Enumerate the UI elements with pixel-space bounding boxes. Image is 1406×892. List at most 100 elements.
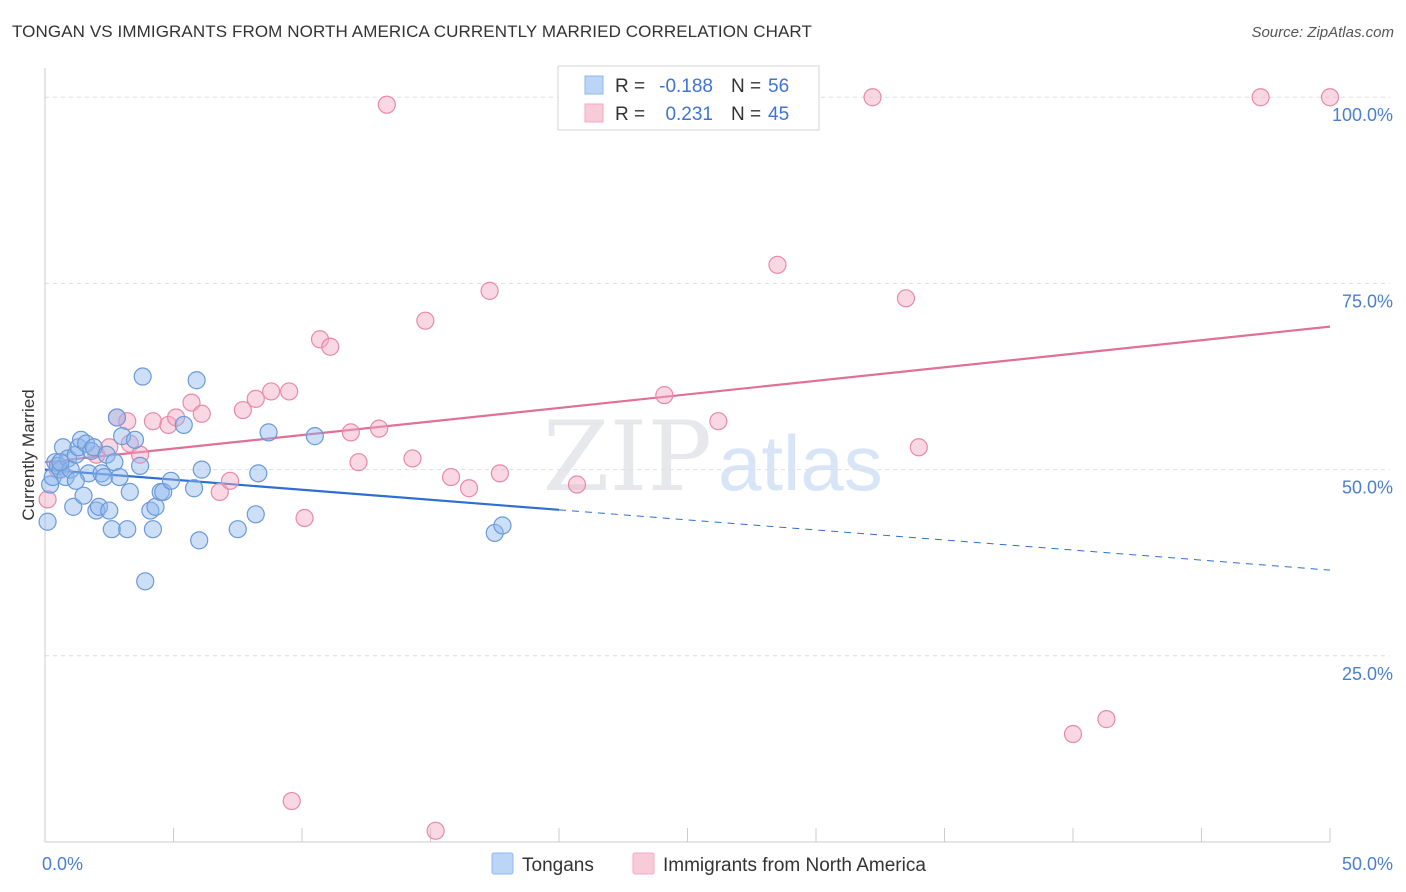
- data-point-tongans: [187, 371, 206, 390]
- data-point-immigrants: [210, 482, 229, 502]
- data-point-tongans: [259, 423, 278, 442]
- data-point-tongans: [184, 479, 204, 498]
- data-point-immigrants: [863, 88, 882, 107]
- data-point-tongans: [64, 497, 83, 516]
- data-point-immigrants: [1251, 88, 1270, 107]
- data-point-tongans: [133, 367, 152, 386]
- data-point-tongans: [100, 501, 119, 520]
- legend-r-label: R =: [615, 76, 645, 97]
- trend-line-immigrants: [44, 325, 1331, 464]
- watermark-zip: ZIP: [543, 401, 712, 513]
- legend-n-value: 56: [768, 76, 789, 97]
- data-point-immigrants: [709, 412, 728, 431]
- axes: [44, 68, 1331, 843]
- series-legend-label: Tongans: [522, 855, 594, 876]
- data-point-immigrants: [38, 490, 57, 509]
- data-point-immigrants: [159, 415, 178, 435]
- data-point-tongans: [38, 512, 57, 531]
- series-legend-label: Immigrants from North America: [663, 855, 926, 876]
- data-point-immigrants: [426, 821, 445, 840]
- series-legend-swatch: [632, 852, 655, 875]
- data-point-immigrants: [490, 464, 509, 483]
- data-point-immigrants: [321, 337, 340, 356]
- data-point-immigrants: [909, 438, 928, 457]
- y-tick-label: 100.0%: [1332, 105, 1393, 125]
- data-point-immigrants: [349, 453, 368, 472]
- data-point-immigrants: [166, 408, 186, 427]
- data-point-immigrants: [370, 419, 389, 438]
- x-tick-labels: 0.0% 50.0%: [42, 854, 1393, 874]
- trend-line-tongans-extrapolated: [558, 509, 1331, 571]
- grid-lines: [45, 96, 1390, 657]
- data-point-immigrants: [403, 449, 422, 468]
- legend-n-label: N =: [731, 104, 761, 125]
- data-point-immigrants: [192, 404, 211, 423]
- data-point-immigrants: [480, 281, 499, 300]
- y-tick-labels: 25.0% 50.0% 75.0% 100.0%: [1332, 105, 1393, 684]
- data-point-tongans: [493, 516, 512, 535]
- data-point-tongans: [192, 460, 211, 479]
- legend-r-value: 0.231: [665, 104, 713, 125]
- data-point-tongans: [161, 471, 181, 490]
- data-point-tongans: [43, 467, 62, 487]
- data-point-immigrants: [1097, 710, 1116, 729]
- data-point-tongans: [107, 408, 127, 427]
- y-tick-label: 75.0%: [1342, 291, 1393, 311]
- correlation-legend: R = -0.188 N = 56 R = 0.231 N = 45: [557, 65, 820, 131]
- data-point-tongans: [120, 482, 139, 502]
- data-point-tongans: [485, 523, 504, 543]
- data-point-tongans: [125, 430, 145, 449]
- series-legend: Tongans Immigrants from North America: [491, 852, 926, 876]
- y-tick-label: 50.0%: [1342, 478, 1393, 498]
- data-point-immigrants: [233, 400, 252, 420]
- data-points: [38, 88, 1340, 840]
- data-point-immigrants: [1320, 88, 1340, 107]
- legend-swatch: [584, 103, 604, 123]
- data-point-tongans: [143, 520, 163, 539]
- data-point-immigrants: [262, 382, 281, 401]
- data-point-tongans: [130, 456, 150, 475]
- trend-lines: [44, 325, 1331, 571]
- data-point-tongans: [305, 427, 324, 446]
- legend-r-value: -0.188: [659, 76, 713, 97]
- data-point-immigrants: [1063, 724, 1083, 744]
- data-point-tongans: [174, 415, 193, 435]
- trend-line-tongans: [44, 468, 560, 511]
- data-point-immigrants: [416, 311, 435, 330]
- data-point-tongans: [136, 572, 155, 591]
- chart-source: Source: ZipAtlas.com: [1251, 24, 1394, 41]
- data-point-tongans: [41, 475, 60, 494]
- data-point-immigrants: [143, 412, 163, 431]
- data-point-immigrants: [295, 508, 314, 528]
- data-point-tongans: [74, 486, 93, 505]
- data-point-tongans: [118, 520, 137, 539]
- chart-title: TONGAN VS IMMIGRANTS FROM NORTH AMERICA …: [12, 22, 812, 41]
- data-point-tongans: [97, 445, 116, 464]
- data-point-immigrants: [768, 255, 787, 274]
- legend-swatch: [584, 75, 604, 95]
- series-legend-swatch: [491, 852, 514, 875]
- data-point-immigrants: [246, 389, 265, 408]
- data-point-tongans: [102, 520, 121, 539]
- data-point-tongans: [190, 531, 209, 550]
- data-point-tongans: [110, 467, 129, 487]
- data-point-tongans: [95, 467, 114, 487]
- watermark-atlas: atlas: [718, 419, 883, 507]
- watermark: ZIP atlas: [543, 401, 883, 513]
- data-point-immigrants: [341, 423, 360, 442]
- x-tick-label: 0.0%: [42, 854, 83, 874]
- legend-n-value: 45: [768, 104, 789, 125]
- y-axis-label: Currently Married: [19, 389, 38, 520]
- data-point-immigrants: [220, 471, 240, 490]
- legend-n-label: N =: [731, 76, 761, 97]
- data-point-immigrants: [896, 289, 916, 308]
- data-point-tongans: [51, 453, 70, 472]
- data-point-immigrants: [459, 479, 479, 498]
- y-tick-label: 25.0%: [1342, 664, 1393, 684]
- data-point-tongans: [228, 520, 247, 539]
- data-point-tongans: [89, 497, 109, 516]
- data-point-immigrants: [182, 393, 201, 412]
- data-point-tongans: [249, 464, 268, 483]
- x-tick-label: 50.0%: [1342, 854, 1393, 874]
